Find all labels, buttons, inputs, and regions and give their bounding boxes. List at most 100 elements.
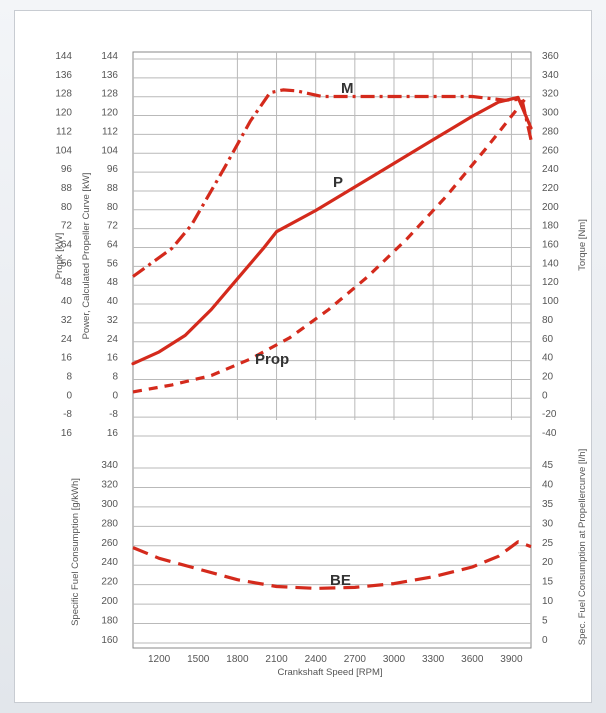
left-outer-tick-label: 80 <box>61 202 73 213</box>
right-top-tick-label: 100 <box>542 296 559 307</box>
bottom-left-tick-label: 280 <box>101 518 118 529</box>
bottom-right-tick-label: 30 <box>542 518 554 529</box>
left-inner-tick-label: 112 <box>102 126 118 137</box>
left-outer-tick-label: 16 <box>61 428 73 439</box>
left-inner-tick-label: 56 <box>107 258 119 269</box>
left-inner-tick-label: 88 <box>107 183 119 194</box>
left-inner-tick-label: 72 <box>107 221 119 232</box>
right-top-tick-label: 0 <box>542 390 548 401</box>
right-top-tick-label: 160 <box>542 240 559 251</box>
x-tick-label: 2700 <box>344 654 367 665</box>
left-inner-tick-label: 104 <box>101 145 118 156</box>
left-inner-tick-label: 120 <box>101 108 118 119</box>
left-inner-axis-label: Power, Calculated Propeller Curve [kW] <box>81 173 92 340</box>
grid-lines <box>133 52 531 644</box>
right-top-tick-label: 260 <box>542 145 559 156</box>
bottom-left-axis-label: Specific Fuel Consumption [g/kWh] <box>70 478 81 626</box>
right-top-tick-label: 120 <box>542 277 559 288</box>
left-inner-tick-label: 64 <box>107 240 119 251</box>
x-tick-label: 3300 <box>422 654 445 665</box>
annotation-p: P <box>333 174 343 191</box>
bottom-right-tick-label: 45 <box>542 460 554 471</box>
annotation-prop: Prop <box>255 351 289 368</box>
bottom-right-tick-label: 35 <box>542 499 554 510</box>
left-inner-tick-label: 16 <box>107 428 119 439</box>
left-outer-tick-label: 24 <box>61 334 73 345</box>
left-inner-tick-label: 0 <box>112 390 118 401</box>
bottom-right-tick-label: 10 <box>542 596 554 607</box>
left-outer-tick-label: 128 <box>55 89 72 100</box>
left-outer-tick-label: 120 <box>55 108 72 119</box>
series-line-m <box>132 88 533 278</box>
left-outer-tick-label: 64 <box>61 240 73 251</box>
left-outer-tick-label: 104 <box>55 145 72 156</box>
left-inner-tick-label: 128 <box>101 89 118 100</box>
right-top-tick-label: 180 <box>542 221 559 232</box>
bottom-left-tick-label: 240 <box>101 557 118 568</box>
bottom-right-tick-label: 0 <box>542 635 548 646</box>
x-tick-label: 2100 <box>265 654 288 665</box>
left-outer-tick-label: 112 <box>56 126 72 137</box>
bottom-left-tick-label: 340 <box>101 460 118 471</box>
left-outer-tick-label: 8 <box>66 371 72 382</box>
left-inner-tick-label: 80 <box>107 202 119 213</box>
right-top-tick-label: 280 <box>542 126 559 137</box>
left-inner-tick-label: 8 <box>112 371 118 382</box>
left-outer-tick-label: 32 <box>61 315 73 326</box>
left-outer-tick-label: 56 <box>61 258 73 269</box>
bottom-left-tick-label: 320 <box>101 479 118 490</box>
right-top-tick-label: -40 <box>542 428 557 439</box>
x-tick-label: 3600 <box>461 654 484 665</box>
bottom-right-tick-label: 20 <box>542 557 554 568</box>
bottom-left-tick-label: 300 <box>101 499 118 510</box>
right-top-tick-label: -20 <box>542 409 557 420</box>
bottom-left-tick-label: 180 <box>101 616 118 627</box>
left-inner-tick-label: 32 <box>107 315 119 326</box>
bottom-right-tick-label: 5 <box>542 616 548 627</box>
series-line-p <box>131 95 533 366</box>
annotation-m: M <box>341 80 354 97</box>
right-top-tick-label: 140 <box>542 258 559 269</box>
x-tick-label: 3900 <box>500 654 523 665</box>
right-top-tick-label: 80 <box>542 315 554 326</box>
annotation-be: BE <box>330 572 351 589</box>
series-line-prop <box>132 98 526 394</box>
x-tick-label: 1500 <box>187 654 210 665</box>
left-inner-tick-label: 24 <box>107 334 119 345</box>
left-outer-tick-label: 136 <box>55 70 72 81</box>
bottom-right-axis-label: Spec. Fuel Consumption at Propellercurve… <box>577 449 588 645</box>
right-top-tick-label: 220 <box>542 183 559 194</box>
left-outer-tick-label: 88 <box>61 183 73 194</box>
left-inner-tick-label: 136 <box>101 70 118 81</box>
bottom-left-tick-label: 220 <box>101 577 118 588</box>
left-outer-tick-label: 96 <box>61 164 73 175</box>
bottom-left-tick-label: 260 <box>101 538 118 549</box>
right-top-tick-label: 20 <box>542 371 554 382</box>
x-tick-label: 1800 <box>226 654 249 665</box>
right-top-tick-label: 340 <box>542 70 559 81</box>
left-outer-axis-label: Propk [kW] <box>54 233 65 279</box>
x-axis-label: Crankshaft Speed [RPM] <box>277 667 382 678</box>
right-top-tick-label: 40 <box>542 353 554 364</box>
x-tick-label: 2400 <box>305 654 328 665</box>
right-top-tick-label: 360 <box>542 51 559 62</box>
plot-area <box>132 51 532 649</box>
right-top-tick-label: 200 <box>542 202 559 213</box>
left-outer-tick-label: 16 <box>61 353 73 364</box>
bottom-right-tick-label: 25 <box>542 538 554 549</box>
right-top-tick-label: 60 <box>542 334 554 345</box>
left-inner-tick-label: 144 <box>101 51 118 62</box>
left-inner-tick-label: 40 <box>107 296 119 307</box>
left-outer-tick-label: 40 <box>61 296 73 307</box>
left-outer-tick-label: 48 <box>61 277 73 288</box>
left-outer-tick-label: -8 <box>63 409 72 420</box>
bottom-right-tick-label: 15 <box>542 577 554 588</box>
tick-labels: 1441361281201121049688807264564840322416… <box>55 51 559 665</box>
left-inner-tick-label: 48 <box>107 277 119 288</box>
left-inner-tick-label: 96 <box>107 164 119 175</box>
right-top-tick-label: 300 <box>542 108 559 119</box>
series-lines <box>131 88 533 590</box>
left-inner-tick-label: 16 <box>107 353 119 364</box>
left-outer-tick-label: 72 <box>61 221 73 232</box>
